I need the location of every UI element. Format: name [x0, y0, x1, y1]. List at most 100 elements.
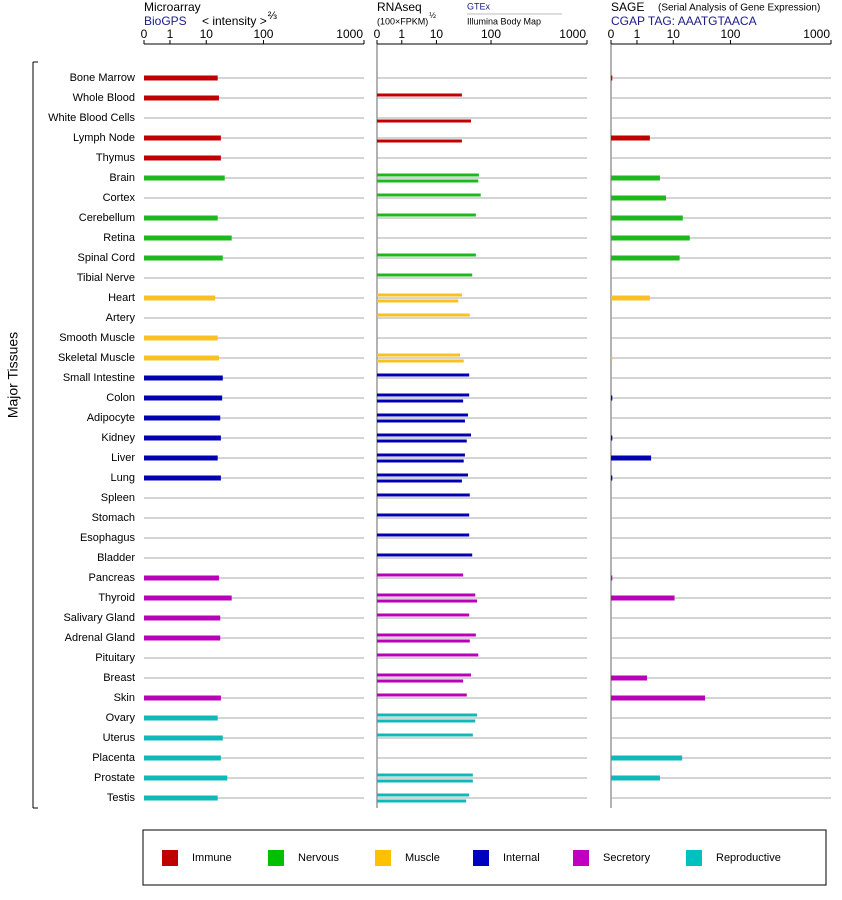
axis-exponent: ⅔ [268, 10, 277, 22]
category-label: Bladder [97, 552, 135, 564]
category-label: Bone Marrow [70, 72, 135, 84]
x-tick-label: 100 [720, 27, 740, 41]
x-tick-label: 0 [374, 27, 381, 41]
bar [377, 273, 473, 277]
bar [144, 615, 221, 621]
legend-swatch [375, 850, 391, 866]
bar [377, 293, 462, 297]
bar [377, 373, 470, 377]
bar [377, 393, 470, 397]
bar [611, 355, 613, 361]
category-label: Stomach [92, 512, 135, 524]
x-tick-label: 1 [398, 27, 405, 41]
bar [377, 253, 476, 257]
bar [377, 473, 468, 477]
bar [611, 175, 660, 181]
bar [377, 633, 476, 637]
bar [144, 135, 221, 141]
bar [377, 299, 459, 303]
x-tick-label: 1 [634, 27, 641, 41]
bar [377, 779, 473, 783]
bar [144, 635, 221, 641]
category-label: Lymph Node [73, 132, 135, 144]
legend-swatch [268, 850, 284, 866]
bar [377, 599, 478, 603]
legend-swatch [162, 850, 178, 866]
bar [611, 235, 690, 241]
panel-subtitle: (Serial Analysis of Gene Expression) [658, 3, 820, 14]
bar [611, 75, 613, 81]
legend-label: Secretory [603, 852, 651, 864]
bar [611, 395, 613, 401]
x-tick-label: 0 [608, 27, 615, 41]
bar [144, 375, 223, 381]
bar [144, 335, 218, 341]
bar [144, 575, 219, 581]
bar [611, 675, 648, 681]
category-label: White Blood Cells [48, 112, 135, 124]
bar [377, 533, 470, 537]
category-label: Cortex [103, 192, 136, 204]
series-label: GTEx [467, 1, 491, 11]
bar [377, 679, 464, 683]
category-label: Prostate [94, 772, 135, 784]
bar [611, 435, 613, 441]
bar [377, 653, 479, 657]
bar [377, 773, 473, 777]
category-label: Brain [109, 172, 135, 184]
axis-label: (100×FPKM) [377, 16, 428, 26]
panel-source: BioGPS [144, 14, 187, 28]
legend-swatch [573, 850, 589, 866]
x-tick-label: 1000 [336, 27, 363, 41]
bar [377, 479, 462, 483]
x-tick-label: 10 [430, 27, 444, 41]
legend-label: Internal [503, 852, 540, 864]
category-label: Spleen [101, 492, 135, 504]
bar [611, 455, 652, 461]
legend-label: Reproductive [716, 852, 781, 864]
bar [611, 475, 613, 481]
bar [144, 435, 221, 441]
bar [144, 175, 225, 181]
bar [611, 295, 650, 301]
legend-swatch [473, 850, 489, 866]
bar [377, 639, 470, 643]
legend-label: Nervous [298, 852, 339, 864]
axis-label: < intensity > [202, 14, 267, 28]
legend-label: Muscle [405, 852, 440, 864]
bar [144, 475, 221, 481]
bar [144, 395, 223, 401]
y-axis-label: Major Tissues [5, 332, 21, 418]
bar [377, 93, 462, 97]
category-label: Testis [107, 792, 136, 804]
bar [611, 195, 666, 201]
category-label: Salivary Gland [63, 612, 135, 624]
bar [377, 173, 479, 177]
bar [611, 695, 706, 701]
bar [377, 139, 462, 143]
category-label: Adrenal Gland [65, 632, 135, 644]
bar [377, 673, 472, 677]
bar [144, 715, 218, 721]
category-label: Colon [106, 392, 135, 404]
category-label: Smooth Muscle [59, 332, 135, 344]
series-label: Illumina Body Map [467, 16, 541, 26]
axis-exponent: ½ [429, 11, 436, 20]
bar [144, 355, 219, 361]
x-tick-label: 1000 [803, 27, 830, 41]
bar [377, 359, 464, 363]
legend-swatch [686, 850, 702, 866]
bar [611, 755, 683, 761]
category-label: Cerebellum [79, 212, 135, 224]
category-label: Pancreas [89, 572, 136, 584]
bar [377, 613, 470, 617]
category-label: Esophagus [80, 532, 136, 544]
bar [144, 235, 232, 241]
bar [377, 573, 464, 577]
bar [377, 713, 478, 717]
x-tick-label: 0 [141, 27, 148, 41]
panel-source: CGAP TAG: AAATGTAACA [611, 14, 757, 28]
panel-title: RNAseq [377, 0, 422, 14]
panel-title: Microarray [144, 0, 201, 14]
